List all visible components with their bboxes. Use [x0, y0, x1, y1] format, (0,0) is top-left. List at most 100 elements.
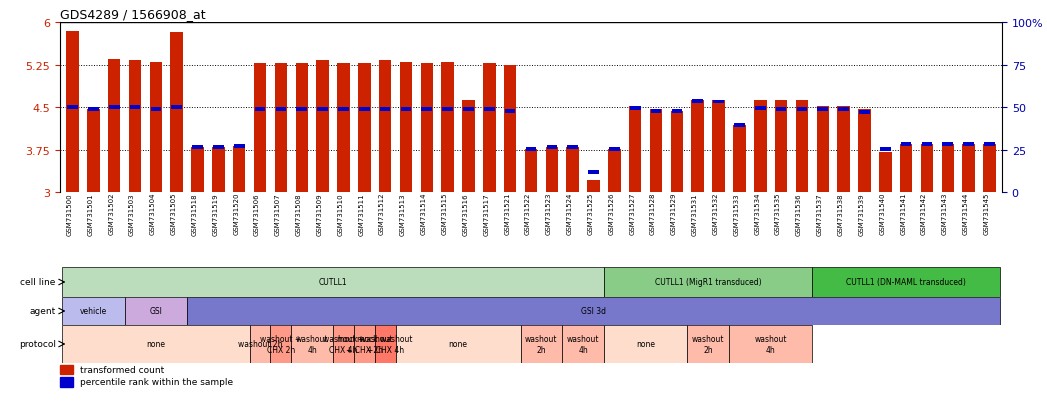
Text: GSM731528: GSM731528 — [650, 192, 656, 235]
Text: GSM731543: GSM731543 — [942, 192, 948, 235]
Bar — [130, 105, 140, 109]
Text: GSM731531: GSM731531 — [692, 192, 697, 235]
Bar — [375, 325, 396, 363]
Bar — [358, 64, 371, 192]
Bar — [941, 145, 954, 192]
Bar — [879, 148, 891, 152]
Text: GSM731529: GSM731529 — [671, 192, 676, 235]
Bar — [920, 145, 933, 192]
Text: GSI: GSI — [150, 307, 162, 316]
Bar — [172, 105, 182, 109]
Text: washout
2h: washout 2h — [526, 335, 558, 354]
Bar — [899, 145, 912, 192]
Bar — [879, 153, 892, 192]
Text: GSM731512: GSM731512 — [379, 192, 385, 235]
Text: GSM731503: GSM731503 — [129, 192, 135, 235]
Bar — [442, 63, 454, 192]
Text: GSM731535: GSM731535 — [775, 192, 781, 235]
Bar — [505, 109, 515, 113]
Bar — [108, 60, 120, 192]
Bar — [921, 143, 932, 147]
Text: GSM731517: GSM731517 — [484, 192, 489, 235]
Bar — [900, 143, 912, 147]
Bar — [171, 33, 183, 192]
Text: GSM731504: GSM731504 — [150, 192, 156, 235]
Bar — [275, 108, 286, 112]
Bar — [520, 325, 562, 363]
Bar — [526, 148, 536, 152]
Bar — [545, 148, 558, 192]
Text: CUTLL1 (DN-MAML transduced): CUTLL1 (DN-MAML transduced) — [846, 278, 966, 287]
Bar — [818, 108, 828, 112]
Text: CUTLL1: CUTLL1 — [318, 278, 348, 287]
Bar — [630, 107, 641, 110]
Bar — [796, 100, 808, 192]
Bar — [608, 150, 621, 192]
Bar — [687, 325, 729, 363]
Text: GSM731518: GSM731518 — [192, 192, 198, 235]
Bar — [67, 105, 77, 109]
Text: GSM731524: GSM731524 — [566, 192, 573, 235]
Text: GSM731501: GSM731501 — [87, 192, 93, 235]
Bar — [566, 148, 579, 192]
Text: CUTLL1 (MigR1 transduced): CUTLL1 (MigR1 transduced) — [654, 278, 761, 287]
Text: vehicle: vehicle — [80, 307, 107, 316]
Bar — [463, 108, 474, 112]
Text: percentile rank within the sample: percentile rank within the sample — [80, 377, 232, 387]
Bar — [60, 377, 73, 387]
Bar — [62, 267, 604, 297]
Bar — [400, 63, 413, 192]
Bar — [587, 180, 600, 192]
Bar — [609, 148, 620, 152]
Bar — [151, 108, 161, 112]
Bar — [604, 325, 687, 363]
Text: GSM731516: GSM731516 — [463, 192, 468, 235]
Text: GSM731507: GSM731507 — [275, 192, 281, 235]
Bar — [354, 325, 375, 363]
Bar — [422, 108, 432, 112]
Text: GSM731534: GSM731534 — [754, 192, 760, 235]
Bar — [213, 148, 225, 192]
Text: GSM731510: GSM731510 — [337, 192, 343, 235]
Text: GSM731525: GSM731525 — [587, 192, 594, 235]
Text: GSM731509: GSM731509 — [316, 192, 322, 235]
Text: GSM731532: GSM731532 — [713, 192, 718, 235]
Bar — [62, 325, 249, 363]
Bar — [274, 64, 287, 192]
Bar — [129, 61, 141, 192]
Bar — [187, 297, 1000, 325]
Text: GSM731519: GSM731519 — [213, 192, 219, 235]
Bar — [233, 144, 245, 148]
Bar — [817, 107, 829, 192]
Bar — [462, 100, 474, 192]
Bar — [87, 109, 99, 192]
Text: washout
4h: washout 4h — [296, 335, 329, 354]
Text: GSM731521: GSM731521 — [505, 192, 510, 235]
Bar — [651, 110, 662, 114]
Bar — [193, 146, 203, 150]
Text: GSM731513: GSM731513 — [400, 192, 406, 235]
Bar — [525, 150, 537, 192]
Bar — [291, 325, 333, 363]
Bar — [567, 146, 578, 150]
Bar — [316, 61, 329, 192]
Bar — [984, 143, 995, 147]
Bar — [233, 146, 245, 192]
Text: GSM731539: GSM731539 — [859, 192, 865, 235]
Bar — [734, 123, 744, 127]
Bar — [150, 63, 162, 192]
Text: washout
2h: washout 2h — [692, 335, 725, 354]
Bar — [338, 108, 349, 112]
Bar — [983, 145, 996, 192]
Text: none: none — [637, 339, 655, 349]
Bar — [859, 109, 871, 192]
Bar — [253, 64, 266, 192]
Bar — [421, 64, 433, 192]
Text: GSM731511: GSM731511 — [358, 192, 364, 235]
Text: GSM731505: GSM731505 — [171, 192, 177, 235]
Bar — [396, 325, 520, 363]
Bar — [192, 148, 204, 192]
Bar — [214, 146, 224, 150]
Bar — [691, 100, 704, 192]
Bar — [755, 107, 765, 110]
